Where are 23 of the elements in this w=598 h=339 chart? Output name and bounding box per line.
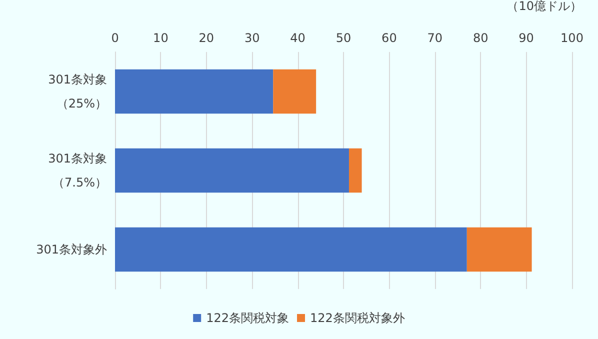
x-tick-label: 50 — [336, 31, 352, 45]
bar — [115, 148, 349, 193]
bar — [466, 227, 532, 272]
x-tick-label: 80 — [472, 31, 488, 45]
x-tick-label: 90 — [518, 31, 534, 45]
x-tick-label: 100 — [560, 31, 584, 45]
y-tick-label: 301条対象（25%） — [48, 72, 107, 110]
x-tick-label: 40 — [290, 31, 306, 45]
bar — [115, 227, 467, 272]
x-tick-label: 60 — [382, 31, 397, 45]
x-tick-label: 0 — [111, 31, 119, 45]
bar — [273, 69, 316, 114]
y-tick-label: 301条対象外 — [36, 242, 107, 256]
legend-label: 122条関税対象 — [206, 311, 289, 325]
x-tick-label: 70 — [427, 31, 443, 45]
bar — [115, 69, 274, 114]
bar — [348, 148, 362, 193]
y-tick-label: 301条対象（7.5%） — [48, 152, 107, 190]
x-tick-label: 10 — [153, 31, 168, 45]
x-tick-label: 20 — [198, 31, 214, 45]
x-axis-title: （10億ドル） — [506, 0, 582, 13]
x-tick-label: 30 — [244, 31, 260, 45]
legend-label: 122条関税対象外 — [310, 311, 405, 325]
